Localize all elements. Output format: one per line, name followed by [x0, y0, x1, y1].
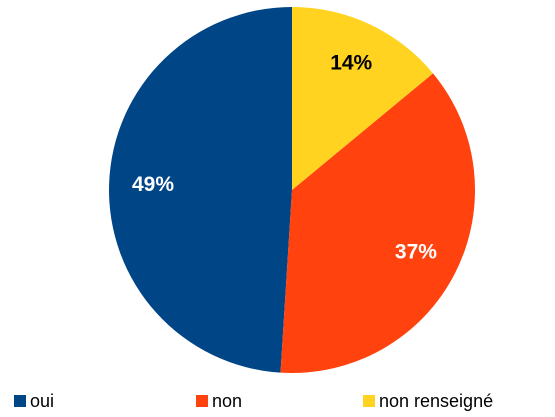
pie-slice — [109, 7, 293, 373]
pie-slice — [292, 7, 434, 190]
legend-swatch — [196, 395, 208, 407]
value-label: 14% — [330, 52, 372, 75]
legend-label: non renseigné — [379, 391, 493, 411]
value-label: 37% — [395, 241, 437, 264]
legend-swatch — [363, 395, 375, 407]
legend-swatch — [14, 395, 26, 407]
value-label: 49% — [132, 173, 174, 196]
legend-label: non — [212, 391, 242, 411]
pie-slice — [280, 73, 475, 373]
legend-label: oui — [30, 391, 54, 411]
